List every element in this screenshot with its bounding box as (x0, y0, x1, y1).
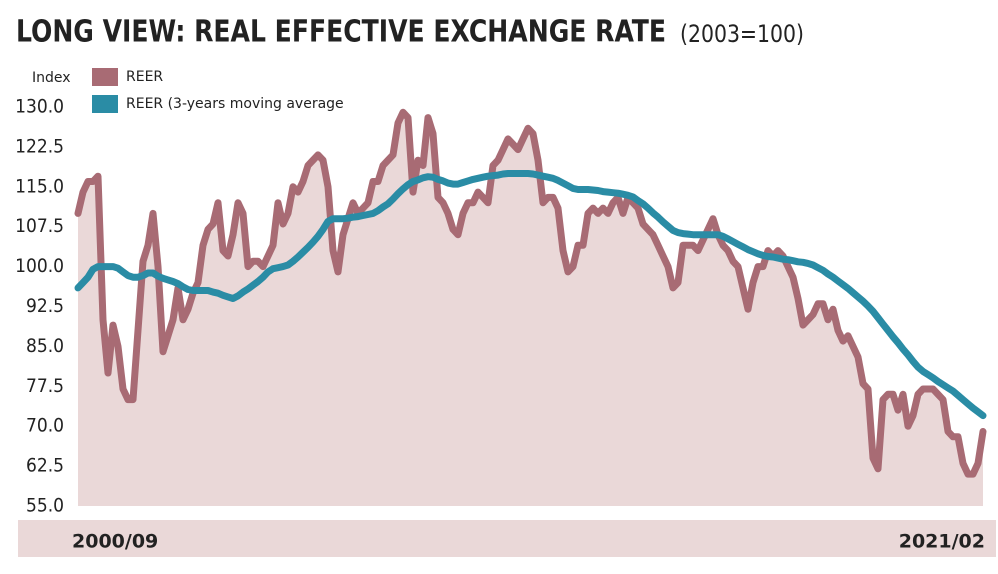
y-tick-label: 122.5 (15, 135, 64, 157)
line (74, 108, 987, 478)
y-tick-label: 115.0 (15, 175, 64, 197)
area (78, 112, 983, 507)
y-tick-label: 107.5 (15, 215, 64, 237)
x-tick-label: 2000/09 (72, 531, 158, 553)
y-tick-label: 55.0 (26, 495, 64, 517)
legend-label: REER (126, 69, 163, 85)
y-tick-label: 77.5 (26, 375, 64, 397)
chart-title: LONG VIEW: REAL EFFECTIVE EXCHANGE RATE (16, 15, 666, 50)
x-axis-band (18, 520, 996, 557)
line (74, 170, 987, 420)
y-tick-label: 130.0 (15, 96, 64, 118)
y-tick-label: 70.0 (26, 415, 64, 437)
y-axis-label: Index (32, 70, 71, 86)
y-tick-label: 85.0 (26, 335, 64, 357)
chart-subtitle: (2003=100) (680, 20, 804, 48)
y-tick-label: 92.5 (26, 295, 64, 317)
legend-label: REER (3-years moving average (126, 96, 344, 112)
x-tick-label: 2021/02 (899, 531, 985, 553)
legend-swatch (92, 68, 118, 86)
legend-swatch (92, 95, 118, 113)
y-tick-label: 62.5 (26, 455, 64, 477)
y-tick-label: 100.0 (15, 255, 64, 277)
